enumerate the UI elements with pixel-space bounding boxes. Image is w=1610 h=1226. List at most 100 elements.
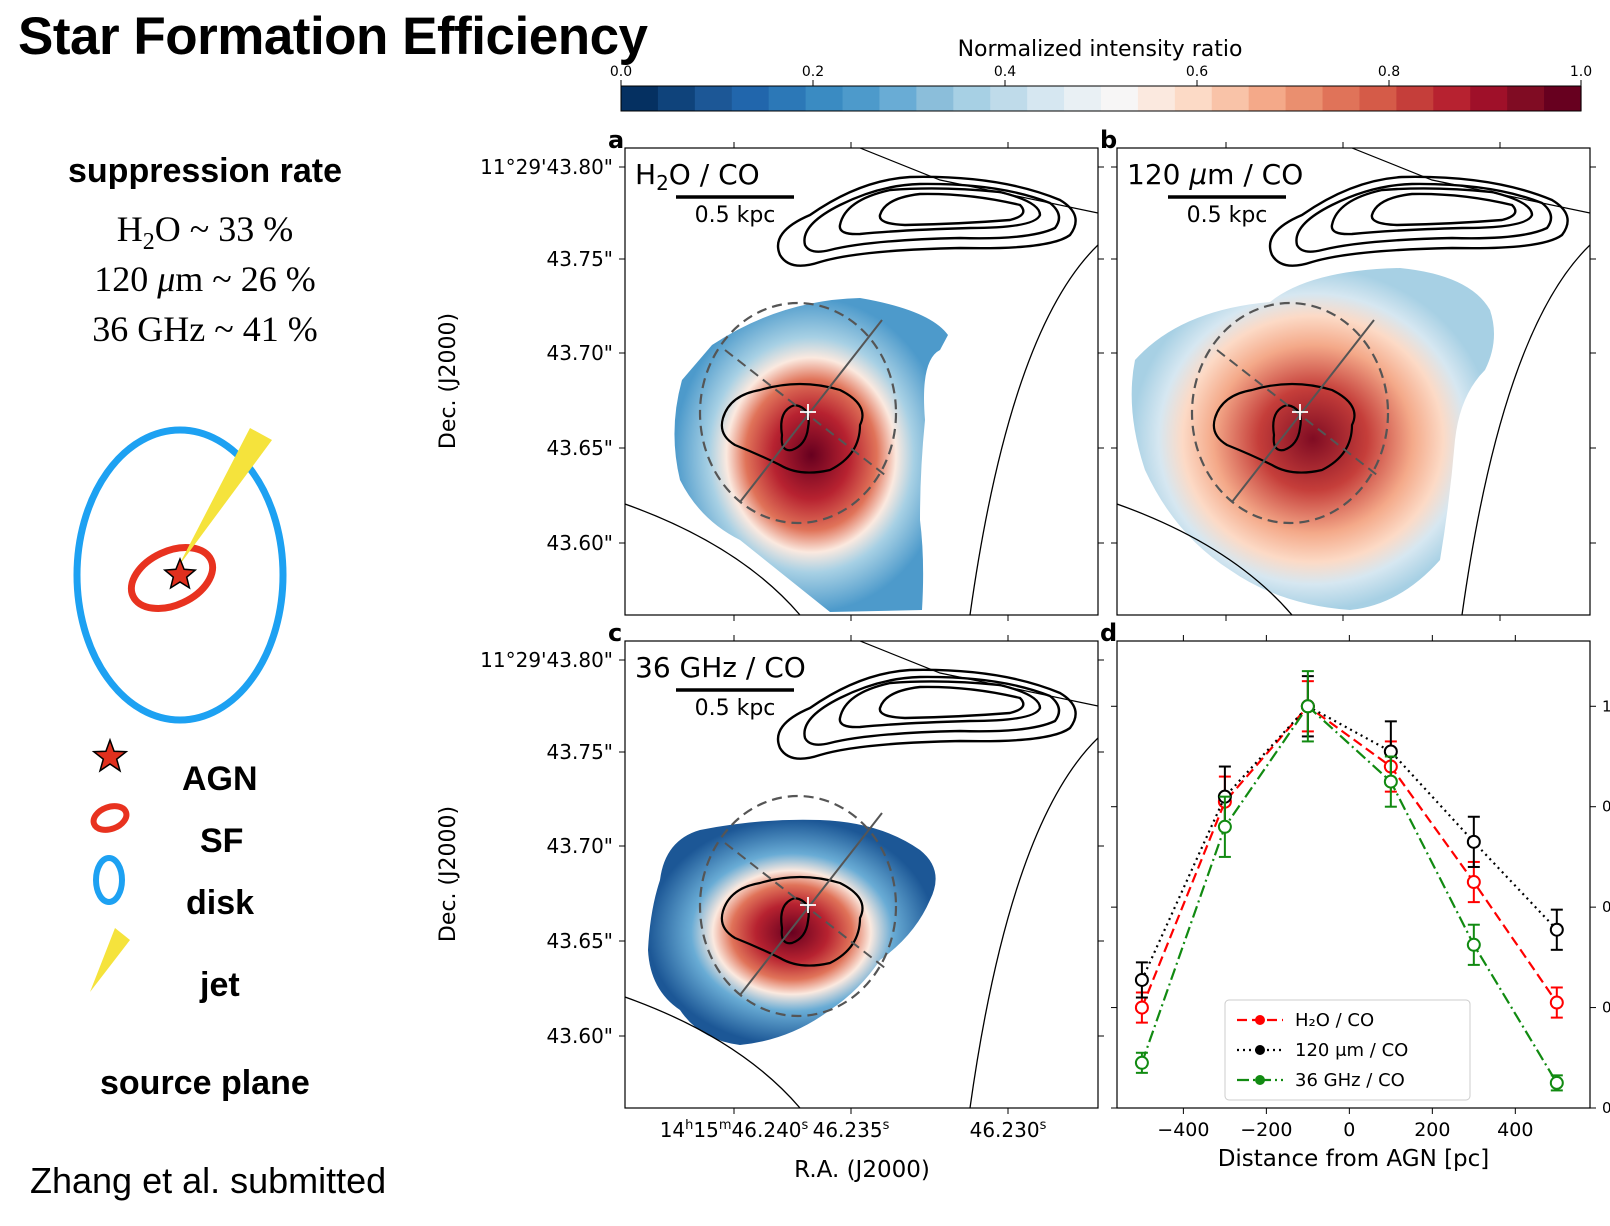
colorbar-tick-label: 0.4 xyxy=(994,64,1016,80)
dec-tick-label: 11°29'43.80" xyxy=(480,648,613,672)
colorbar-bin xyxy=(1322,86,1361,111)
ratio-map-a xyxy=(674,298,948,612)
legend-label: H₂O / CO xyxy=(1295,1010,1374,1031)
dec-tick-label: 43.65" xyxy=(547,929,613,953)
colorbar-bin xyxy=(842,86,881,111)
colorbar-tick-label: 0.0 xyxy=(610,64,632,80)
slide-title: Star Formation Efficiency xyxy=(18,7,648,66)
legend-label: 120 μm / CO xyxy=(1295,1040,1408,1061)
co-contour-inner-b xyxy=(1212,382,1356,474)
colorbar-tick-label: 0.6 xyxy=(1186,64,1208,80)
colorbar-bin xyxy=(1285,86,1324,111)
agn-star xyxy=(162,556,198,590)
panel-letter-b: b xyxy=(1100,126,1117,154)
co-contours-a xyxy=(776,175,1077,267)
dec-tick-label: 43.65" xyxy=(547,436,613,460)
colorbar-bin xyxy=(1544,86,1582,111)
y-tick-label: 0.6 xyxy=(1602,898,1610,916)
colorbar-bin xyxy=(1470,86,1508,111)
data-point xyxy=(1549,1075,1564,1090)
data-point xyxy=(1466,834,1481,849)
colorbar-tick-label: 1.0 xyxy=(1570,64,1592,80)
co-contour-inner-a xyxy=(720,382,864,474)
major-axis-c xyxy=(739,812,883,996)
map-label-b: 120 μm / CO xyxy=(1127,158,1303,191)
ra-tick-2: 46.235s xyxy=(813,1118,890,1142)
map-panel-c: 36 GHz / CO 0.5 kpc xyxy=(624,640,1099,1109)
rate-h2o: H2O ~ 33 % xyxy=(116,209,294,256)
colorbar-bin xyxy=(1027,86,1065,111)
critical-curve-a2 xyxy=(969,244,1098,615)
colorbar-bin xyxy=(805,86,844,111)
map-frame-a xyxy=(624,147,1099,616)
colorbar-bin xyxy=(953,86,991,111)
x-tick-label: 200 xyxy=(1414,1119,1450,1141)
rate-120um: 120 μm ~ 26 % xyxy=(94,259,316,299)
colorbar-bin xyxy=(1396,86,1434,111)
legend-box xyxy=(1224,999,1471,1101)
legend-icons xyxy=(90,737,130,992)
dec-tick-label: 43.75" xyxy=(547,740,613,764)
source-plane-diagram xyxy=(73,426,287,724)
legend-marker xyxy=(1255,1015,1265,1025)
scale-label-a: 0.5 kpc xyxy=(695,203,776,228)
colorbar-frame xyxy=(620,85,1582,112)
map-frame-c xyxy=(624,640,1099,1109)
colorbar-bin xyxy=(1248,86,1287,111)
legend-agn: AGN xyxy=(182,760,258,798)
sf-ellipse-icon xyxy=(90,803,130,833)
data-point xyxy=(1466,937,1481,952)
colorbar-bin xyxy=(1507,86,1545,111)
colorbar-bin xyxy=(1101,86,1139,111)
colorbar-bin xyxy=(1433,86,1471,111)
legend-marker xyxy=(1255,1045,1265,1055)
critical-curve-b1 xyxy=(1117,503,1293,615)
colorbar-bin xyxy=(990,86,1028,111)
ratio-map-c xyxy=(648,819,936,1045)
map-label-a: H2O / CO xyxy=(635,158,760,195)
x-tick-label: −200 xyxy=(1240,1119,1292,1141)
colorbar-bin xyxy=(1211,86,1250,111)
suppression-title: suppression rate xyxy=(68,152,342,190)
ra-tick-3: 46.230s xyxy=(970,1118,1047,1142)
map-panel-a: H2O / CO 0.5 kpc xyxy=(624,147,1099,616)
rate-36ghz: 36 GHz ~ 41 % xyxy=(92,309,318,349)
scale-label-c: 0.5 kpc xyxy=(695,696,776,721)
data-point xyxy=(1549,995,1564,1010)
colorbar-bin xyxy=(916,86,954,111)
dec-tick-label: 43.70" xyxy=(547,834,613,858)
dec-tick-label: 43.60" xyxy=(547,1024,613,1048)
map-axes: 11°29'43.80" 43.75" 43.70" 43.65" 43.60" 11°2… xyxy=(480,142,1596,1114)
agn-marker-a xyxy=(800,404,816,420)
credit: Zhang et al. submitted xyxy=(30,1160,387,1201)
colorbar-bin xyxy=(657,86,696,111)
ra-tick-1: 14h15m46.240s xyxy=(660,1118,809,1142)
sf-ellipse xyxy=(127,544,217,612)
y-tick-label: 1.0 xyxy=(1602,697,1610,715)
map-frame-b xyxy=(1116,147,1591,616)
legend-marker xyxy=(1255,1075,1265,1085)
co-contour-core-a xyxy=(780,403,810,452)
colorbar-bin xyxy=(1064,86,1102,111)
legend-disk: disk xyxy=(186,884,255,922)
data-point xyxy=(1466,875,1481,890)
co-contour-inner-c xyxy=(720,875,864,967)
colorbar-label: Normalized intensity ratio xyxy=(958,37,1243,62)
xlabel-ra: R.A. (J2000) xyxy=(794,1157,930,1183)
disk-ellipse-icon xyxy=(93,855,125,905)
aperture-circle-b xyxy=(1190,301,1390,525)
co-contours-c xyxy=(776,668,1077,760)
aperture-circle-c xyxy=(698,794,898,1018)
colorbar-bin xyxy=(694,86,733,111)
star-icon xyxy=(91,737,129,773)
colorbar-bin xyxy=(879,86,917,111)
colorbar-ticks: 0.0 0.2 0.4 0.6 0.8 1.0 xyxy=(610,64,1592,86)
jet-cone xyxy=(178,428,272,567)
agn-marker-b xyxy=(1292,404,1308,420)
dec-tick-label: 43.75" xyxy=(547,247,613,271)
data-point xyxy=(1134,1000,1149,1015)
data-point xyxy=(1217,819,1232,834)
major-axis-b xyxy=(1231,319,1375,503)
legend-sf: SF xyxy=(200,822,244,860)
